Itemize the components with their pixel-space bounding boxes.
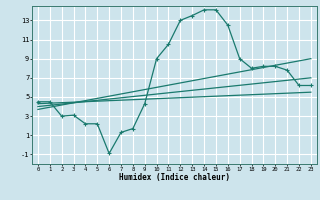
X-axis label: Humidex (Indice chaleur): Humidex (Indice chaleur): [119, 173, 230, 182]
